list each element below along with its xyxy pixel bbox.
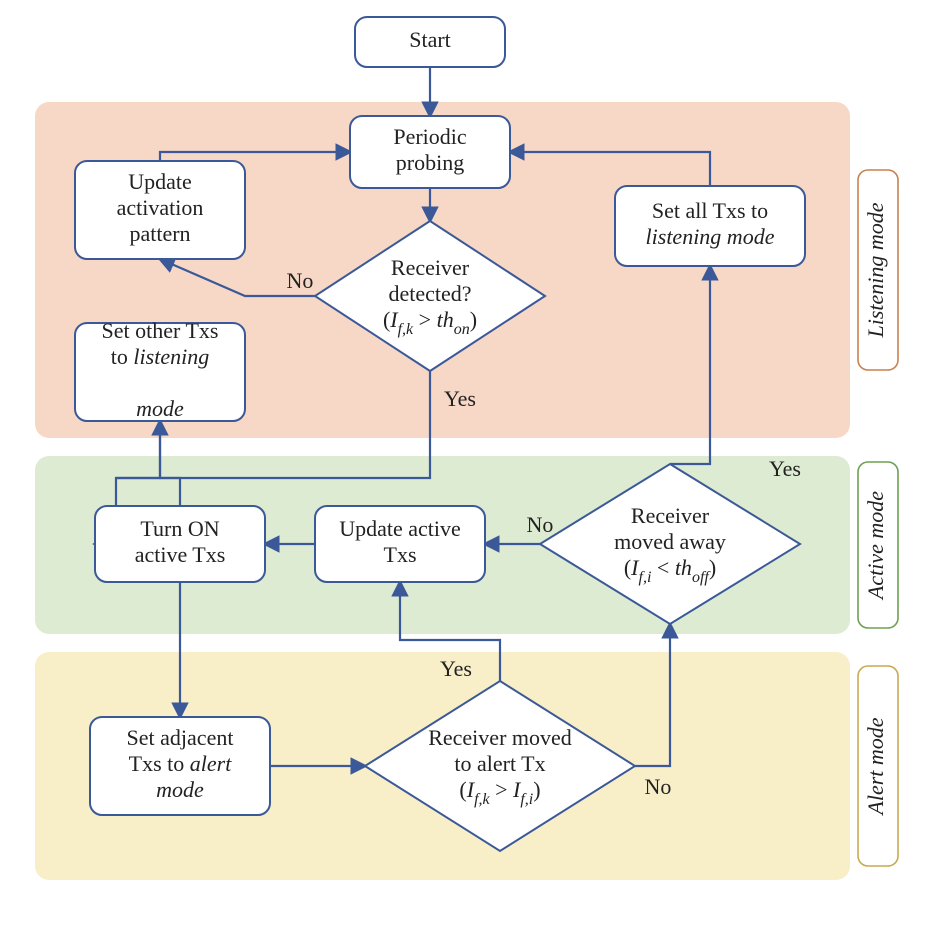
node-text: Set all Txs to bbox=[652, 198, 768, 223]
node-set_other: Set other Txsto listening mode bbox=[75, 318, 245, 421]
node-text: probing bbox=[396, 150, 464, 175]
node-text: detected? bbox=[388, 281, 471, 306]
node-set_all: Set all Txs tolistening mode bbox=[615, 186, 805, 266]
node-text: Update active bbox=[339, 516, 461, 541]
edge-label: Yes bbox=[440, 656, 472, 681]
edge-label: No bbox=[645, 774, 672, 799]
active-label-text: Active mode bbox=[863, 491, 888, 601]
node-text: pattern bbox=[129, 221, 190, 246]
node-text: active Txs bbox=[135, 542, 226, 567]
node-upd_active: Update activeTxs bbox=[315, 506, 485, 582]
node-text: moved away bbox=[614, 529, 726, 554]
node-text: Receiver moved bbox=[428, 725, 572, 750]
node-text: Txs to alert bbox=[129, 751, 233, 776]
node-start: Start bbox=[355, 17, 505, 67]
node-probe: Periodicprobing bbox=[350, 116, 510, 188]
node-text: Periodic bbox=[393, 124, 467, 149]
listening-label-text: Listening mode bbox=[863, 202, 888, 338]
node-text: Update bbox=[128, 169, 192, 194]
node-text-italic: listening mode bbox=[646, 224, 775, 249]
node-text-italic: mode bbox=[136, 396, 184, 421]
node-text: Start bbox=[409, 27, 451, 52]
alert-label-text: Alert mode bbox=[863, 717, 888, 816]
node-text: Set other Txs bbox=[102, 318, 219, 343]
edge-label: Yes bbox=[769, 456, 801, 481]
edge-label: Yes bbox=[444, 386, 476, 411]
edge-label: No bbox=[527, 512, 554, 537]
node-upd_pattern: Updateactivationpattern bbox=[75, 161, 245, 259]
node-text-italic: mode bbox=[156, 777, 204, 802]
node-text: to listening bbox=[111, 344, 209, 369]
node-text: Txs bbox=[384, 542, 417, 567]
node-text: Receiver bbox=[631, 503, 710, 528]
edge-label: No bbox=[287, 268, 314, 293]
node-text: Set adjacent bbox=[127, 725, 234, 750]
node-text: activation bbox=[117, 195, 204, 220]
node-turn_on: Turn ONactive Txs bbox=[95, 506, 265, 582]
node-text: to alert Tx bbox=[454, 751, 545, 776]
node-set_adj: Set adjacentTxs to alertmode bbox=[90, 717, 270, 815]
node-text: Turn ON bbox=[140, 516, 219, 541]
node-text: Receiver bbox=[391, 255, 470, 280]
